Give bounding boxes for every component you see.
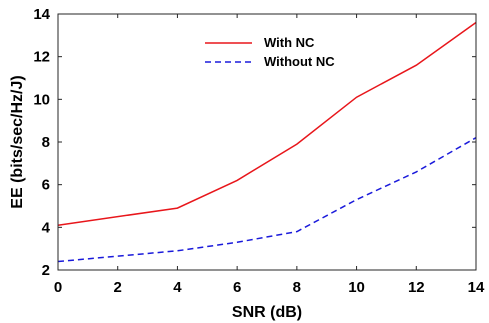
- legend-label-with-nc: With NC: [264, 35, 315, 50]
- x-tick-label: 6: [233, 279, 241, 296]
- y-tick-label: 8: [42, 134, 50, 151]
- series-line-with-nc: [57, 21, 477, 226]
- y-tick-label: 14: [33, 6, 50, 23]
- series-layer: [57, 21, 477, 263]
- x-tick-label: 4: [173, 279, 182, 296]
- x-tick-label: 14: [468, 279, 485, 296]
- x-tick-label: 2: [114, 279, 122, 296]
- plot-area: [58, 14, 476, 270]
- legend-label-without-nc: Without NC: [264, 54, 335, 69]
- y-tick-label: 4: [42, 219, 51, 236]
- x-tick-label: 0: [54, 279, 62, 296]
- legend: With NC Without NC: [205, 35, 335, 69]
- y-tick-label: 12: [33, 49, 50, 66]
- y-tick-label: 10: [33, 91, 50, 108]
- x-tick-label: 8: [293, 279, 301, 296]
- x-tick-label: 10: [348, 279, 365, 296]
- y-tick-label: 6: [42, 177, 50, 194]
- x-axis-label: SNR (dB): [232, 304, 302, 321]
- y-axis-label: EE (bits/sec/Hz/J): [9, 75, 26, 208]
- series-line-without-nc: [57, 137, 477, 263]
- y-tick-label: 2: [42, 262, 50, 279]
- x-tick-label: 12: [408, 279, 425, 296]
